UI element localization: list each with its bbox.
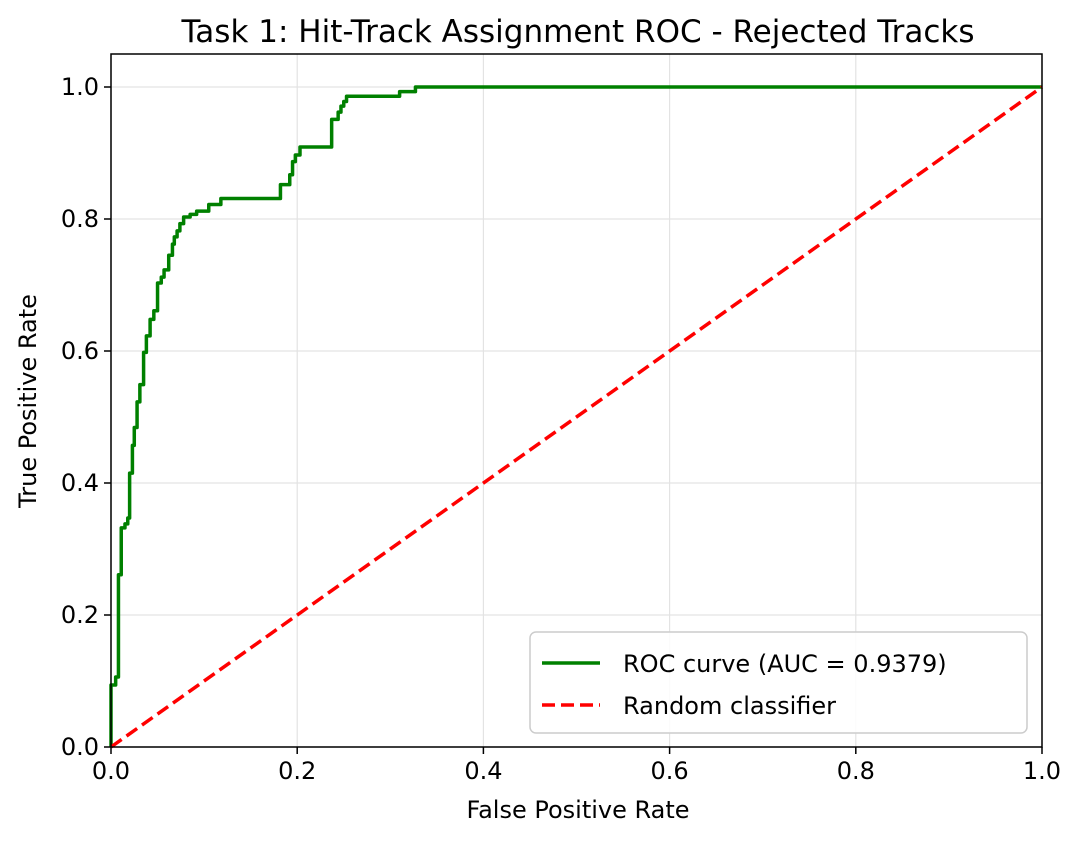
x-axis-label: False Positive Rate [466, 796, 689, 824]
y-tick-label-3: 0.6 [61, 337, 99, 365]
y-tick-label-5: 1.0 [61, 73, 99, 101]
legend-label-roc: ROC curve (AUC = 0.9379) [623, 650, 947, 678]
x-tick-label-3: 0.6 [651, 757, 689, 785]
grid-lines [110, 54, 1043, 748]
x-tick-label-2: 0.4 [464, 757, 502, 785]
legend-label-random: Random classifier [623, 692, 836, 720]
random-classifier-line [109, 85, 1044, 749]
legend: ROC curve (AUC = 0.9379) Random classifi… [529, 631, 1028, 734]
y-axis-label: True Positive Rate [14, 294, 42, 509]
chart-title: Task 1: Hit-Track Assignment ROC - Rejec… [181, 14, 975, 50]
plot-frame [110, 53, 1043, 748]
x-tick-label-4: 0.8 [837, 757, 875, 785]
y-tick-label-0: 0.0 [61, 733, 99, 761]
y-tick-label-1: 0.2 [61, 601, 99, 629]
series-layer [109, 85, 1044, 749]
y-tick-label-4: 0.8 [61, 205, 99, 233]
roc-curve-line [109, 85, 1042, 747]
x-tick-label-5: 1.0 [1023, 757, 1061, 785]
y-tick-label-2: 0.4 [61, 469, 99, 497]
x-tick-label-0: 0.0 [92, 757, 130, 785]
legend-box [529, 631, 1028, 734]
x-tick-label-1: 0.2 [278, 757, 316, 785]
axis-ticks: 0.0 0.2 0.4 0.6 0.8 1.0 0.0 0.2 0.4 0.6 0.8 1.0 [61, 73, 1061, 785]
